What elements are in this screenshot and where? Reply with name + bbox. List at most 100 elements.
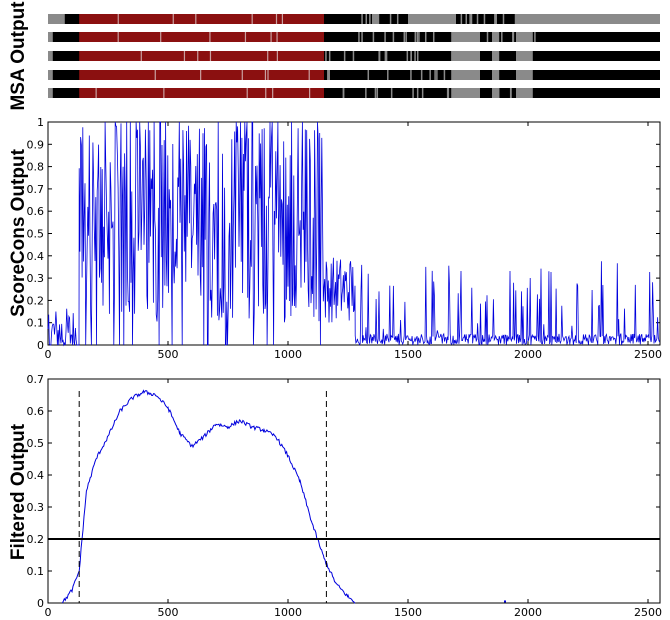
msa-gap	[140, 51, 142, 61]
scorecons-xtick-label: 1500	[394, 348, 422, 361]
msa-gap	[414, 51, 416, 61]
scorecons-ytick-label: 0	[37, 339, 44, 352]
msa-gap	[405, 32, 407, 42]
scorecons-xtick-label: 500	[158, 348, 179, 361]
msa-gap	[434, 70, 436, 80]
msa-gap	[327, 70, 329, 80]
msa-gap	[429, 70, 431, 80]
msa-gap	[501, 32, 503, 42]
msa-gap	[246, 88, 248, 98]
msa-gap	[451, 51, 480, 61]
filtered-ytick-label: 0.4	[27, 469, 45, 482]
msa-gap	[509, 88, 512, 98]
filtered-xtick-label: 1000	[274, 606, 302, 619]
msa-gap	[516, 88, 533, 98]
msa-gap	[514, 14, 517, 24]
msa-gap	[492, 51, 500, 61]
msa-gap	[403, 32, 406, 42]
msa-gap	[455, 70, 458, 80]
msa-gap	[281, 14, 284, 24]
scorecons-ytick-label: 0.4	[27, 250, 45, 263]
msa-panel	[48, 14, 660, 98]
msa-conserved-region	[79, 70, 324, 80]
filtered-series-line	[61, 389, 356, 604]
msa-gap	[416, 88, 419, 98]
msa-gap	[432, 32, 435, 42]
msa-gap	[48, 14, 65, 24]
msa-gap	[464, 70, 466, 80]
msa-gap	[352, 51, 355, 61]
msa-gap	[309, 88, 311, 98]
msa-gap	[117, 14, 119, 24]
msa-track	[48, 32, 660, 42]
msa-row	[48, 14, 660, 24]
filtered-ytick-label: 0.2	[27, 533, 45, 546]
msa-gap	[389, 14, 392, 24]
msa-gap	[361, 14, 363, 24]
msa-gap	[160, 32, 162, 42]
msa-row	[48, 88, 660, 98]
msa-gap	[443, 70, 446, 80]
msa-gap	[244, 32, 247, 42]
filtered-ytick-label: 0	[37, 597, 44, 610]
msa-gap	[275, 14, 278, 24]
msa-gap	[343, 51, 346, 61]
msa-gap	[469, 14, 471, 24]
msa-gap	[276, 51, 278, 61]
msa-gap	[209, 51, 212, 61]
msa-gap	[367, 70, 370, 80]
filtered-xtick-label: 0	[45, 606, 52, 619]
msa-gap	[492, 70, 500, 80]
msa-gap	[48, 70, 53, 80]
msa-row	[48, 51, 660, 61]
msa-gap	[527, 51, 530, 61]
msa-gap	[486, 32, 489, 42]
msa-gap	[390, 88, 393, 98]
scorecons-xtick-label: 2500	[634, 348, 662, 361]
msa-gap	[308, 70, 310, 80]
msa-gap	[424, 32, 427, 42]
msa-gap	[475, 70, 477, 80]
msa-gap	[197, 51, 199, 61]
filtered-ytick-label: 0.7	[27, 373, 45, 386]
msa-track	[48, 14, 660, 24]
scorecons-xtick-label: 0	[45, 348, 52, 361]
msa-gap	[365, 14, 368, 24]
scorecons-ytick-label: 0.9	[27, 138, 45, 151]
msa-gap	[414, 32, 417, 42]
msa-gap	[251, 14, 253, 24]
filtered-xtick-label: 500	[158, 606, 179, 619]
scorecons-panel: 0 500 1000 1500 2000 2500 0 0.1 0.2 0.3 0.4 0.5 0.6 0…	[27, 116, 663, 361]
scorecons-ytick-label: 0.2	[27, 294, 45, 307]
scorecons-ytick-label: 0.8	[27, 161, 45, 174]
msa-gap	[154, 70, 156, 80]
msa-gap	[358, 32, 360, 42]
filtered-ytick-label: 0.6	[27, 405, 45, 418]
msa-gap	[374, 88, 377, 98]
msa-gap	[378, 51, 380, 61]
msa-gap	[436, 70, 438, 80]
msa-conserved-region	[79, 32, 324, 42]
msa-gap	[200, 70, 202, 80]
msa-gap	[172, 14, 174, 24]
msa-gap	[374, 14, 376, 24]
msa-gap	[539, 14, 541, 24]
msa-gap	[492, 32, 500, 42]
scorecons-ytick-label: 1	[37, 116, 44, 129]
msa-gap	[328, 51, 331, 61]
msa-gap	[468, 51, 470, 61]
msa-gap	[48, 51, 53, 61]
msa-row	[48, 32, 660, 42]
msa-gap	[534, 32, 536, 42]
scorecons-ytick-label: 0.6	[27, 205, 45, 218]
msa-gap	[451, 51, 453, 61]
msa-gap	[416, 51, 419, 61]
msa-gap	[470, 14, 473, 24]
filtered-xtick-label: 1500	[394, 606, 422, 619]
msa-gap	[396, 14, 399, 24]
scorecons-ytick-label: 0.5	[27, 228, 45, 241]
msa-gap	[267, 51, 269, 61]
msa-gap	[328, 70, 330, 80]
msa-conserved-region	[79, 14, 324, 24]
